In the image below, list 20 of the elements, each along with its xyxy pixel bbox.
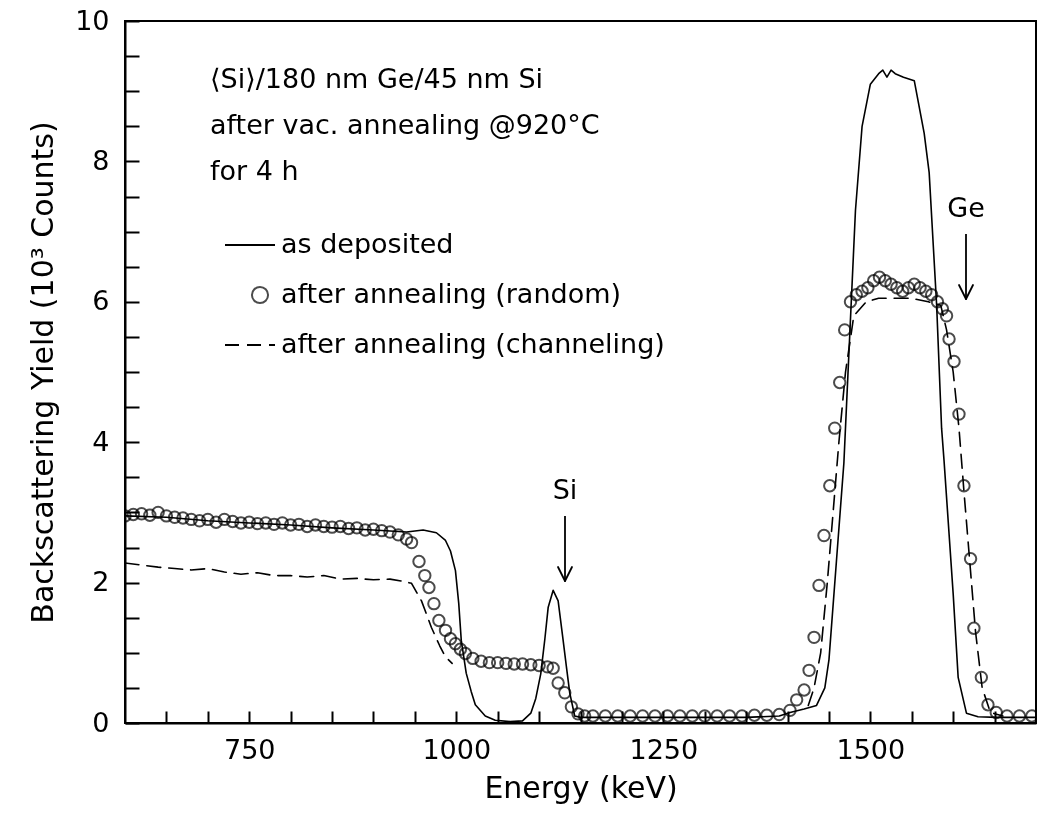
y-tick-label: 8	[92, 144, 110, 176]
annotation: after vac. annealing @920°C	[210, 109, 600, 140]
y-tick-label: 10	[75, 4, 110, 36]
legend-label: after annealing (channeling)	[281, 328, 665, 359]
y-tick-label: 4	[92, 425, 110, 457]
x-tick-label: 750	[223, 733, 276, 765]
annotation: Ge	[947, 192, 985, 223]
y-tick-label: 2	[92, 566, 110, 598]
legend-label: as deposited	[281, 228, 454, 259]
annotation: for 4 h	[210, 155, 299, 186]
y-tick-label: 0	[92, 706, 110, 738]
annotation: ⟨Si⟩/180 nm Ge/45 nm Si	[210, 63, 544, 94]
x-axis-title: Energy (keV)	[484, 769, 678, 805]
x-tick-label: 1500	[836, 733, 906, 765]
annotation: Si	[552, 474, 578, 505]
y-tick-label: 6	[92, 285, 110, 317]
x-tick-label: 1250	[629, 733, 699, 765]
x-tick-label: 1000	[422, 733, 492, 765]
y-axis-title: Backscattering Yield (10³ Counts)	[25, 121, 61, 624]
legend-label: after annealing (random)	[281, 278, 622, 309]
